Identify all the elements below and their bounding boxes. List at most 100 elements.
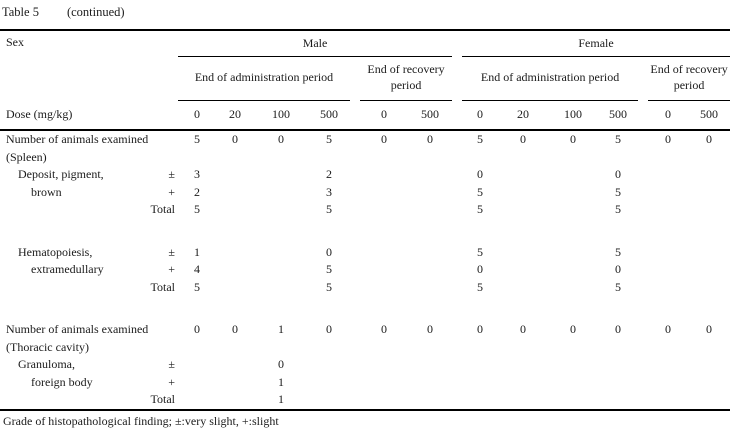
table-cell — [648, 339, 688, 357]
finding-label: Granuloma, — [18, 357, 75, 371]
table-cell: 0 — [615, 322, 622, 336]
finding-label — [0, 279, 148, 297]
table-row: Total 5 5 5 5 — [0, 201, 730, 219]
column-gap — [350, 374, 360, 392]
column-gap — [638, 166, 648, 184]
table-cell — [648, 374, 688, 392]
table-cell: 0 — [665, 322, 672, 336]
table-cell — [254, 244, 308, 262]
table-cell — [360, 339, 408, 357]
footnote: Grade of histopathological finding; ±:ve… — [3, 414, 279, 428]
table-cell — [360, 149, 408, 167]
table-cell: 3 — [194, 167, 200, 181]
table-cell — [360, 374, 408, 392]
column-gap — [638, 339, 648, 357]
table-row: Number of animals examined 0 0 1 0 0 0 0… — [0, 321, 730, 339]
column-gap — [452, 201, 462, 219]
table-cell — [178, 149, 216, 167]
table-cell — [360, 261, 408, 279]
table-cell — [498, 244, 548, 262]
period-header-spacer — [0, 56, 178, 100]
column-gap — [350, 339, 360, 357]
table-cell — [548, 296, 598, 321]
table-cell — [360, 356, 408, 374]
table-cell — [178, 391, 216, 410]
table-row — [0, 296, 730, 321]
table-cell — [462, 219, 498, 244]
table-cell: 5 — [194, 132, 200, 146]
column-gap — [452, 279, 462, 297]
table-cell — [408, 374, 452, 392]
table-cell — [548, 356, 598, 374]
table-cell: 0 — [477, 322, 484, 336]
grade-label — [148, 130, 178, 149]
column-gap — [350, 356, 360, 374]
sex-header: Sex — [6, 35, 24, 49]
table-cell — [308, 356, 350, 374]
column-gap — [638, 296, 648, 321]
column-gap — [350, 391, 360, 410]
table-cell — [254, 166, 308, 184]
table-cell — [178, 356, 216, 374]
grade-label: Total — [150, 202, 176, 216]
table-cell: 5 — [326, 202, 332, 216]
finding-label: Deposit, pigment, — [18, 167, 104, 181]
column-gap — [452, 56, 462, 100]
grade-label — [148, 149, 178, 167]
table-cell — [462, 149, 498, 167]
table-row: brown + 2 3 5 5 — [0, 184, 730, 202]
column-gap — [350, 296, 360, 321]
sex-header-row: Sex Male Female — [0, 30, 731, 57]
column-gap — [452, 219, 462, 244]
table-cell — [548, 184, 598, 202]
table-cell — [688, 374, 730, 392]
table-cell — [254, 279, 308, 297]
male-admin-period-header: End of administration period — [178, 56, 350, 101]
finding-label — [0, 391, 148, 410]
table-cell — [254, 339, 308, 357]
table-cell — [216, 391, 254, 410]
table-cell: 5 — [615, 279, 622, 294]
table-cell — [408, 356, 452, 374]
table-cell — [648, 184, 688, 202]
column-gap — [452, 244, 462, 262]
table-row: Granuloma, ± 0 — [0, 356, 730, 374]
table-cell: 0 — [278, 132, 284, 146]
table-cell — [548, 261, 598, 279]
table-cell — [648, 201, 688, 219]
table-cell — [648, 244, 688, 262]
table-cell — [688, 149, 730, 167]
column-gap — [638, 201, 648, 219]
table-cell — [308, 374, 350, 392]
table-cell — [498, 296, 548, 321]
column-gap — [350, 56, 360, 100]
dose-value: 0 — [178, 100, 216, 131]
table-cell — [648, 166, 688, 184]
table-cell — [688, 244, 730, 262]
column-gap — [350, 261, 360, 279]
table-cell — [648, 219, 688, 244]
table-cell: 0 — [615, 167, 622, 181]
dose-value: 0 — [360, 100, 408, 131]
table-cell — [688, 339, 730, 357]
table-cell: 0 — [477, 167, 484, 181]
table-cell — [254, 184, 308, 202]
table-cell: 0 — [326, 322, 332, 336]
dose-value: 100 — [548, 100, 599, 131]
table-cell — [408, 296, 452, 321]
grade-label: + — [168, 262, 175, 276]
table-cell — [216, 279, 254, 297]
male-recovery-period-header: End of recovery period — [360, 56, 453, 101]
table-cell — [408, 149, 452, 167]
table-cell — [688, 356, 730, 374]
grade-label — [148, 321, 178, 339]
table-cell — [360, 244, 408, 262]
table-cell — [216, 149, 254, 167]
column-gap — [452, 321, 462, 339]
table-cell — [548, 219, 598, 244]
dose-value: 0 — [462, 100, 499, 131]
column-gap — [350, 244, 360, 262]
dose-value: 500 — [688, 100, 731, 131]
grade-label: ± — [168, 244, 175, 259]
table-row: Number of animals examined 5 0 0 5 0 0 5… — [0, 130, 730, 149]
